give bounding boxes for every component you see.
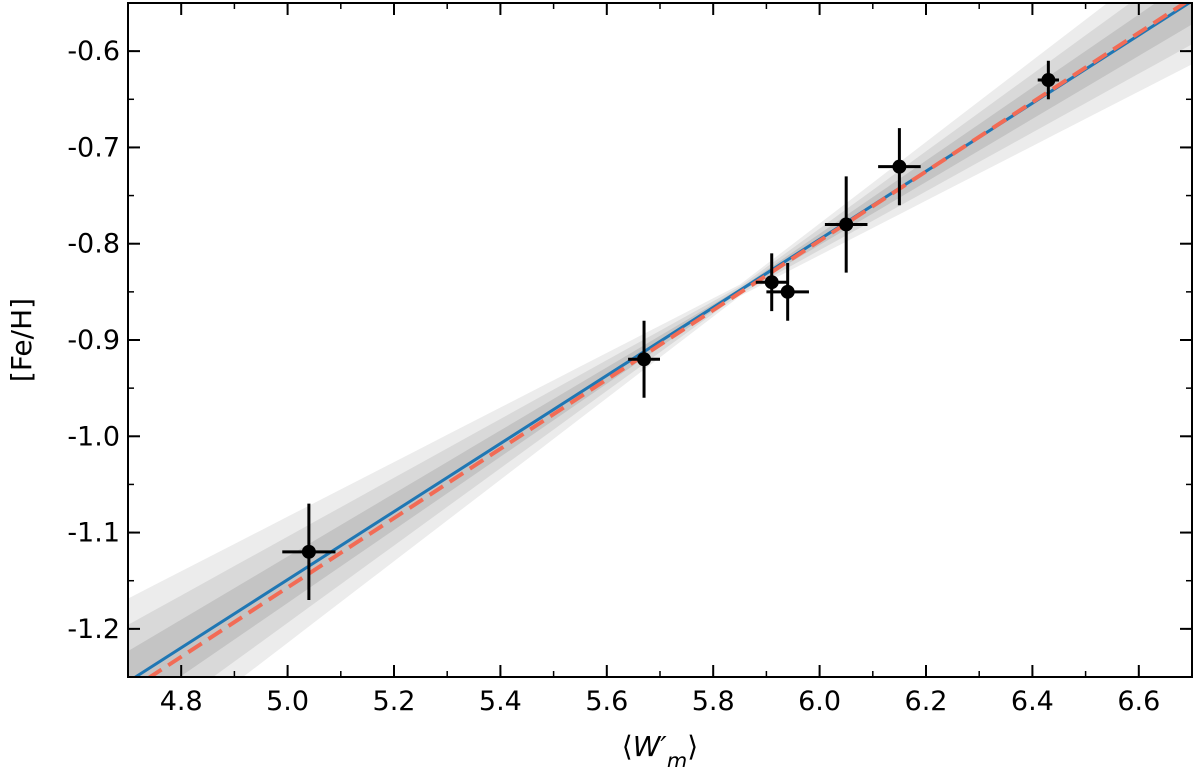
- y-axis-label: [Fe/H]: [5, 298, 38, 382]
- y-tick-label: -0.6: [67, 36, 120, 67]
- data-point: [282, 503, 336, 600]
- x-tick-label: 5.0: [266, 686, 309, 717]
- x-tick-label: 5.8: [692, 686, 735, 717]
- x-axis-label: ⟨W′m⟩: [622, 730, 698, 767]
- x-tick-label: 6.4: [1011, 686, 1054, 717]
- y-tick-label: -1.1: [67, 518, 120, 549]
- x-tick-label: 4.8: [160, 686, 203, 717]
- fit-line-solid: [132, 3, 1192, 677]
- point-marker: [839, 217, 854, 232]
- point-marker: [892, 159, 907, 174]
- fit-lines: [132, 3, 1192, 677]
- y-tick-label: -0.8: [67, 229, 120, 260]
- x-tick-label: 6.0: [798, 686, 841, 717]
- data-points: [282, 60, 1059, 600]
- y-tick-label: -0.9: [67, 325, 120, 356]
- y-tick-label: -1.0: [67, 421, 120, 452]
- x-tick-label: 5.6: [585, 686, 628, 717]
- y-tick-label: -0.7: [67, 132, 120, 163]
- point-marker: [637, 352, 652, 367]
- data-point: [766, 262, 809, 321]
- fit-line-dashed: [146, 3, 1189, 677]
- data-point: [755, 253, 788, 312]
- data-point: [628, 320, 660, 398]
- y-tick-label: -1.2: [67, 614, 120, 645]
- point-marker: [764, 275, 779, 290]
- data-point: [878, 128, 921, 206]
- axis-ticks: 4.8 5.0 5.2 5.4 5.6 5.8 6.0 6.2 6.4 6.6 -1.2 -1.1 -1…: [67, 2, 1193, 717]
- data-point: [824, 176, 868, 273]
- point-marker: [301, 544, 316, 559]
- x-tick-label: 5.4: [479, 686, 522, 717]
- x-tick-label: 6.2: [905, 686, 948, 717]
- x-tick-label: 5.2: [373, 686, 416, 717]
- confidence-bands: [128, 3, 1192, 677]
- x-tick-label: 6.6: [1117, 686, 1160, 717]
- point-marker: [780, 284, 795, 299]
- point-marker: [1041, 73, 1056, 88]
- data-point: [1037, 60, 1059, 100]
